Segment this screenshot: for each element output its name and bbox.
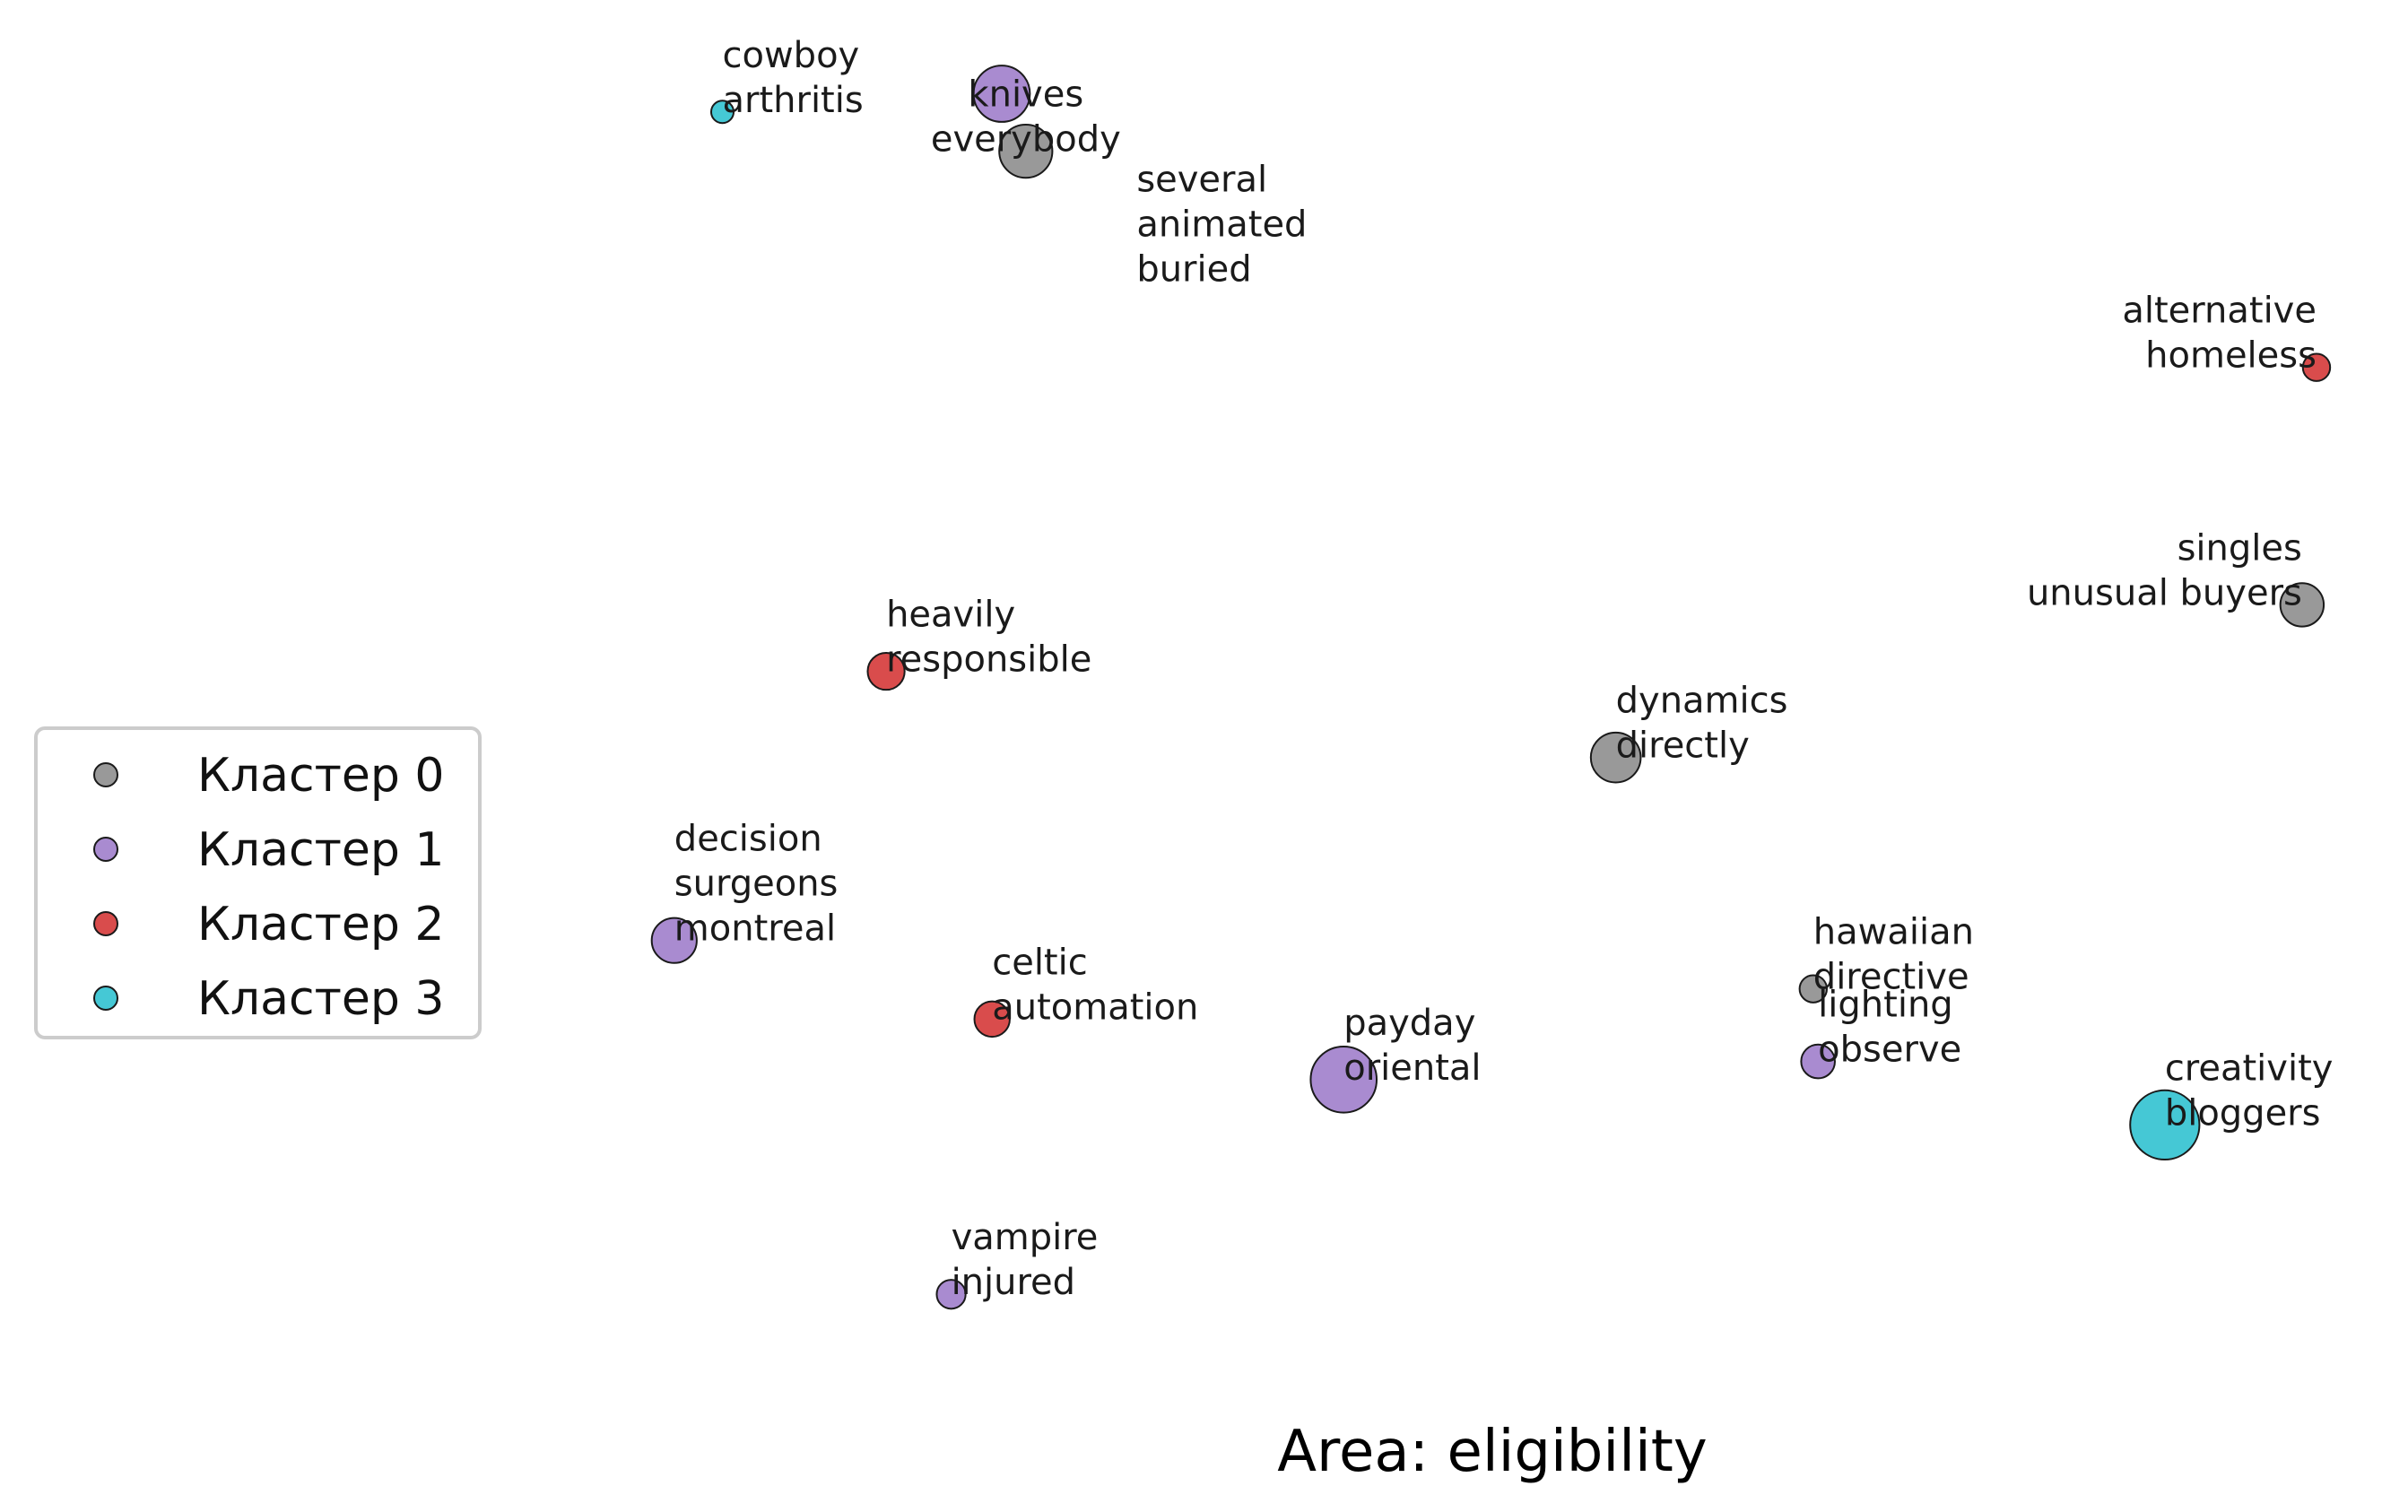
point-label-line: homeless — [2145, 335, 2317, 377]
legend-marker — [93, 762, 118, 787]
legend-label: Кластер 3 — [197, 972, 445, 1026]
scatter-point — [866, 651, 906, 691]
point-label-line: payday — [1343, 1003, 1475, 1044]
point-label-line: bloggers — [2165, 1092, 2321, 1134]
legend-label: Кластер 2 — [197, 898, 445, 952]
point-label: lighting observe — [1818, 985, 1961, 1071]
point-label-line: directive — [1813, 957, 1969, 998]
point-label-line: alternative — [2122, 291, 2317, 332]
point-label: singles unusual buyers — [2027, 527, 2302, 613]
point-label-line: directly — [1616, 726, 1750, 767]
point-label-line: dynamics — [1616, 681, 1788, 722]
point-label: payday oriental — [1343, 1003, 1481, 1089]
legend-marker — [93, 986, 118, 1011]
point-label: heavily responsible — [886, 595, 1091, 681]
scatter-point — [2279, 582, 2325, 628]
point-label-line: surgeons — [674, 864, 839, 905]
legend-marker — [93, 911, 118, 936]
legend-frame — [34, 726, 482, 1039]
point-label-line: unusual buyers — [2027, 572, 2302, 613]
point-label-line: automation — [992, 986, 1198, 1028]
point-label-line: creativity — [2165, 1047, 2334, 1089]
point-label-line: observe — [1818, 1030, 1961, 1071]
point-label: several animated buried — [1136, 160, 1307, 291]
scatter-point — [972, 65, 1031, 123]
point-label: cowboy arthritis — [723, 35, 864, 121]
point-label-line: several — [1136, 160, 1267, 201]
point-label-line: cowboy — [723, 35, 860, 76]
point-label: knives everybody — [931, 74, 1121, 161]
point-label-line: lighting — [1818, 985, 1953, 1026]
scatter-point — [1589, 731, 1642, 784]
legend-marker — [93, 837, 118, 862]
point-label: alternative homeless — [2122, 291, 2317, 377]
point-label-line: injured — [952, 1262, 1076, 1303]
legend: Кластер 0 Кластер 1 Кластер 2 Кластер 3 — [34, 726, 482, 1039]
point-label-line: knives — [968, 74, 1083, 116]
legend-label: Кластер 0 — [197, 749, 445, 803]
scatter-point — [2301, 352, 2332, 382]
point-label-line: heavily — [886, 595, 1015, 636]
scatter-point — [1800, 1043, 1836, 1080]
point-label: celtic automation — [992, 942, 1198, 1028]
data-points — [650, 65, 2332, 1310]
scatter-point — [710, 100, 735, 125]
point-label: decision surgeons montreal — [674, 819, 839, 950]
point-label-line: vampire — [952, 1217, 1099, 1258]
scatter-point — [2129, 1089, 2201, 1160]
point-label-line: animated — [1136, 204, 1307, 246]
point-label-line: singles — [2178, 527, 2302, 569]
point-label-line: everybody — [931, 119, 1121, 161]
scatter-point — [1798, 974, 1829, 1004]
point-label-line: responsible — [886, 639, 1091, 681]
chart-caption: Area: eligibility — [1277, 1419, 1707, 1485]
point-label: creativity bloggers — [2165, 1047, 2334, 1134]
point-label-line: montreal — [674, 908, 836, 950]
scatter-point — [973, 1000, 1011, 1038]
point-label-line: buried — [1136, 249, 1251, 291]
scatter-point — [1309, 1046, 1378, 1114]
point-label-line: celtic — [992, 942, 1088, 983]
scatter-point — [650, 917, 698, 964]
point-label: vampire injured — [952, 1217, 1099, 1303]
scatter-point — [935, 1279, 967, 1310]
point-label-line: hawaiian — [1813, 912, 1974, 953]
point-label-line: arthritis — [723, 80, 864, 121]
legend-label: Кластер 1 — [197, 823, 445, 877]
point-label-line: decision — [674, 819, 822, 860]
scatter-point — [998, 124, 1054, 179]
point-label: hawaiian directive — [1813, 912, 1974, 998]
point-label: dynamics directly — [1616, 681, 1788, 767]
point-label-line: oriental — [1343, 1047, 1481, 1089]
